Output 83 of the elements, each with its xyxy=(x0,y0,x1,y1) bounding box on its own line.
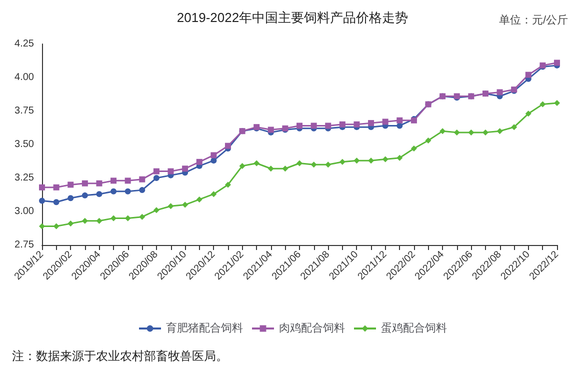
point xyxy=(139,187,146,194)
point xyxy=(296,160,302,166)
point xyxy=(525,110,532,117)
point xyxy=(168,203,174,210)
chart-title: 2019-2022年中国主要饲料产品价格走势 xyxy=(176,10,408,25)
point xyxy=(39,184,45,190)
y-tick-label: 3.75 xyxy=(14,106,34,116)
point xyxy=(139,176,146,182)
point xyxy=(196,196,202,202)
point xyxy=(268,166,274,172)
point xyxy=(540,101,546,108)
point xyxy=(153,175,160,181)
y-tick-label: 3.50 xyxy=(14,139,34,150)
point xyxy=(268,126,274,133)
point xyxy=(410,146,417,152)
point xyxy=(354,158,360,164)
point xyxy=(468,129,474,136)
point xyxy=(525,72,532,78)
y-tick-label: 4.00 xyxy=(14,72,34,83)
point xyxy=(96,218,102,224)
point xyxy=(310,122,317,129)
point xyxy=(511,124,518,130)
point xyxy=(68,182,74,188)
point xyxy=(325,162,332,168)
point xyxy=(139,214,146,220)
point xyxy=(440,128,446,134)
point xyxy=(39,223,45,230)
point xyxy=(396,122,403,129)
point xyxy=(254,160,260,166)
legend-label: 肉鸡配合饲料 xyxy=(279,322,345,334)
point xyxy=(168,168,174,174)
point xyxy=(124,178,131,184)
point xyxy=(296,122,302,129)
point xyxy=(396,154,403,161)
point xyxy=(496,89,503,96)
y-tick-label: 2.75 xyxy=(14,240,34,250)
point xyxy=(96,191,102,198)
point xyxy=(196,158,202,165)
point xyxy=(454,129,460,136)
point xyxy=(53,199,60,206)
point xyxy=(96,180,102,186)
point xyxy=(339,121,346,128)
y-tick-label: 3.25 xyxy=(14,172,34,184)
point xyxy=(153,168,160,174)
point xyxy=(182,166,188,172)
point xyxy=(224,142,231,149)
point xyxy=(53,184,60,190)
point xyxy=(110,188,117,194)
legend-label: 蛋鸡配合饲料 xyxy=(381,322,447,334)
point xyxy=(282,166,288,172)
point xyxy=(153,207,160,214)
point xyxy=(368,120,374,126)
point xyxy=(82,192,88,198)
y-tick-label: 3.00 xyxy=(14,206,34,217)
point xyxy=(396,117,403,124)
point xyxy=(339,158,346,165)
point xyxy=(124,188,131,194)
text: 注：数据来源于农业农村部畜牧兽医局。 xyxy=(12,348,228,365)
point xyxy=(224,182,231,188)
point xyxy=(39,198,45,204)
point xyxy=(554,100,560,106)
point xyxy=(110,178,117,184)
point xyxy=(68,195,74,202)
point xyxy=(82,218,88,224)
point xyxy=(382,156,388,162)
point xyxy=(382,118,388,125)
point xyxy=(210,152,217,158)
point xyxy=(210,158,217,164)
point xyxy=(425,137,432,144)
point xyxy=(325,122,332,129)
point xyxy=(68,220,74,227)
point xyxy=(496,128,503,134)
point xyxy=(239,162,246,169)
point xyxy=(310,162,317,168)
point xyxy=(82,180,88,186)
point xyxy=(210,191,217,198)
legend-label: 育肥猪配合饲料 xyxy=(166,322,243,334)
point xyxy=(182,202,188,208)
y-tick-label: 4.25 xyxy=(14,38,34,50)
point xyxy=(368,158,374,164)
chart-subtitle: 单位：元/公斤 xyxy=(498,14,568,26)
point xyxy=(354,121,360,128)
point xyxy=(554,60,560,66)
